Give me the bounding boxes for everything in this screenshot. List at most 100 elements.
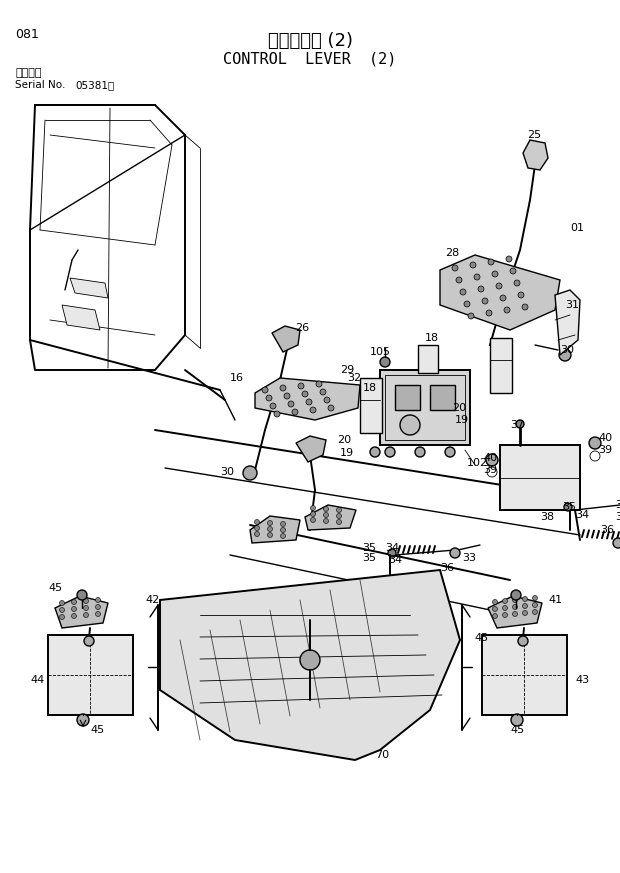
Circle shape: [502, 599, 508, 603]
Circle shape: [267, 533, 273, 538]
Polygon shape: [70, 278, 108, 298]
Bar: [48, 635, 133, 715]
Text: 32: 32: [347, 373, 361, 383]
Circle shape: [502, 613, 508, 617]
Circle shape: [71, 607, 76, 611]
Circle shape: [559, 349, 571, 361]
Circle shape: [302, 391, 308, 397]
Text: 35: 35: [562, 502, 576, 512]
Circle shape: [267, 526, 273, 532]
Circle shape: [95, 604, 100, 609]
Circle shape: [385, 447, 395, 457]
Circle shape: [320, 389, 326, 395]
Polygon shape: [305, 505, 356, 530]
Text: 操作レバー (2): 操作レバー (2): [267, 32, 353, 50]
Text: 18: 18: [425, 333, 439, 343]
Text: 26: 26: [295, 323, 309, 333]
Bar: [430, 385, 455, 410]
Text: 42: 42: [145, 595, 159, 605]
Text: 36: 36: [440, 563, 454, 573]
Circle shape: [311, 505, 316, 511]
Circle shape: [337, 519, 342, 525]
Text: 05381～: 05381～: [75, 80, 114, 90]
Text: CONTROL  LEVER  (2): CONTROL LEVER (2): [223, 52, 397, 67]
Text: 34: 34: [385, 543, 399, 553]
Circle shape: [288, 401, 294, 407]
Polygon shape: [488, 596, 542, 628]
Circle shape: [470, 262, 476, 268]
Circle shape: [71, 614, 76, 618]
Bar: [418, 345, 438, 373]
Polygon shape: [160, 570, 460, 760]
Text: 45: 45: [510, 725, 524, 735]
Bar: [490, 338, 512, 393]
Circle shape: [284, 393, 290, 399]
Circle shape: [298, 383, 304, 389]
Circle shape: [460, 289, 466, 295]
Circle shape: [533, 609, 538, 615]
Text: 19: 19: [340, 448, 354, 458]
Polygon shape: [555, 290, 580, 355]
Circle shape: [95, 611, 100, 616]
Text: 01: 01: [570, 223, 584, 233]
Text: 41: 41: [548, 595, 562, 605]
Circle shape: [328, 405, 334, 411]
Circle shape: [311, 512, 316, 517]
Circle shape: [84, 606, 89, 610]
Circle shape: [292, 409, 298, 415]
Circle shape: [380, 357, 390, 367]
Text: 30: 30: [560, 345, 574, 355]
Text: 34: 34: [575, 510, 589, 520]
Text: 44: 44: [30, 675, 44, 685]
Text: 45: 45: [474, 633, 488, 643]
Bar: [385, 375, 465, 440]
Text: 45: 45: [48, 583, 62, 593]
Circle shape: [280, 521, 285, 526]
Circle shape: [84, 613, 89, 617]
Bar: [395, 385, 420, 410]
Circle shape: [316, 381, 322, 387]
Circle shape: [613, 538, 620, 548]
Text: 16: 16: [230, 373, 244, 383]
Circle shape: [496, 283, 502, 289]
Circle shape: [452, 265, 458, 271]
Circle shape: [324, 512, 329, 518]
Text: Serial No.: Serial No.: [15, 80, 65, 90]
Text: 28: 28: [445, 248, 459, 258]
Text: 25: 25: [527, 130, 541, 140]
Circle shape: [504, 307, 510, 313]
Circle shape: [324, 519, 329, 524]
Circle shape: [306, 399, 312, 405]
Circle shape: [533, 595, 538, 601]
Polygon shape: [62, 305, 100, 330]
Circle shape: [518, 292, 524, 298]
Circle shape: [516, 420, 524, 428]
Text: 29: 29: [340, 365, 354, 375]
Circle shape: [60, 608, 64, 613]
Circle shape: [280, 385, 286, 391]
Text: 36: 36: [600, 525, 614, 535]
Circle shape: [474, 274, 480, 280]
Circle shape: [84, 636, 94, 646]
Circle shape: [400, 415, 420, 435]
Circle shape: [511, 590, 521, 600]
Circle shape: [478, 286, 484, 292]
Circle shape: [337, 513, 342, 519]
Circle shape: [510, 268, 516, 274]
Text: 18: 18: [363, 383, 377, 393]
Circle shape: [482, 298, 488, 304]
Circle shape: [270, 403, 276, 409]
Circle shape: [511, 714, 523, 726]
Circle shape: [60, 601, 64, 606]
Circle shape: [488, 259, 494, 265]
Text: 34: 34: [388, 555, 402, 565]
Circle shape: [310, 407, 316, 413]
Circle shape: [513, 604, 518, 609]
Polygon shape: [255, 378, 360, 420]
Circle shape: [492, 614, 497, 618]
Text: 35: 35: [362, 553, 376, 563]
Circle shape: [415, 447, 425, 457]
Circle shape: [518, 636, 528, 646]
Bar: [380, 370, 470, 445]
Text: 20: 20: [452, 403, 466, 413]
